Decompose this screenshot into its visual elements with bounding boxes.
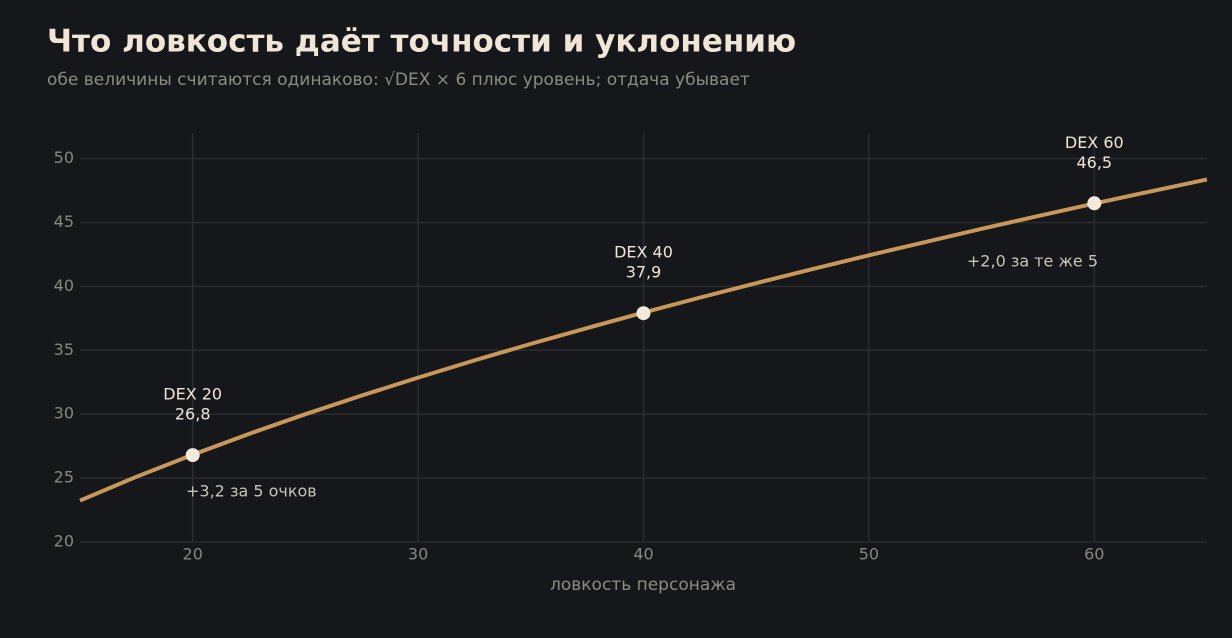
data-label: 37,9 <box>626 263 662 282</box>
x-tick-label: 40 <box>633 545 653 564</box>
y-tick-label: 45 <box>54 212 74 231</box>
x-tick-label: 50 <box>859 545 879 564</box>
point-marker <box>185 448 200 463</box>
y-tick-label: 35 <box>54 340 74 359</box>
y-tick-label: 30 <box>54 404 74 423</box>
point-marker <box>1087 196 1102 211</box>
chart-subtitle: обе величины считаются одинаково: √DEX ×… <box>47 70 750 90</box>
y-tick-label: 50 <box>54 148 74 167</box>
x-tick-label: 30 <box>408 545 428 564</box>
data-label: 26,8 <box>175 405 211 424</box>
point-label: DEX 60 <box>1065 133 1124 152</box>
point-label: DEX 40 <box>614 243 673 262</box>
y-tick-label: 25 <box>54 468 74 487</box>
x-axis-label: ловкость персонажа <box>550 575 736 595</box>
y-tick-label: 20 <box>54 532 74 551</box>
chart-title: Что ловкость даёт точности и уклонению <box>47 24 796 60</box>
annotation: +2,0 за те же 5 <box>967 252 1098 271</box>
x-tick-label: 20 <box>183 545 203 564</box>
point-label: DEX 20 <box>163 385 222 404</box>
x-tick-label: 60 <box>1084 545 1104 564</box>
y-tick-label: 40 <box>54 276 74 295</box>
annotation: +3,2 за 5 очков <box>186 482 317 501</box>
point-marker <box>636 306 651 321</box>
data-label: 46,5 <box>1076 153 1112 172</box>
